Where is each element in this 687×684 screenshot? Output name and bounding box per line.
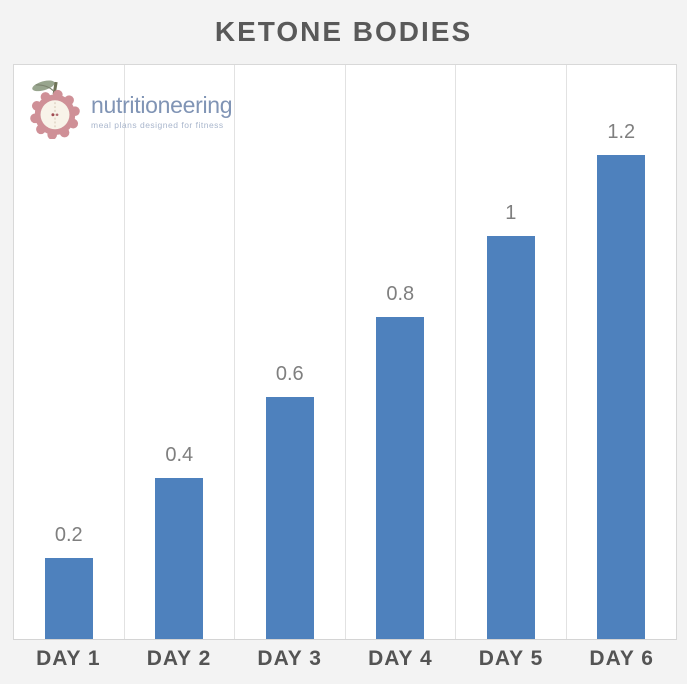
bar-value-label: 0.6 (275, 363, 304, 386)
chart-column: 0.2 (14, 65, 125, 639)
x-axis-label: DAY 3 (257, 647, 322, 670)
logo-tagline: meal plans designed for fitness (91, 120, 224, 130)
bar-day-2 (155, 477, 204, 639)
bar-value-label: 0.8 (386, 282, 415, 305)
chart-column: 1.2 (567, 65, 677, 639)
bar-value-label: 1.2 (607, 121, 636, 144)
bar-columns: 0.2 0.4 0.6 0.8 1 1.2 (14, 65, 676, 639)
plot-area: 0.2 0.4 0.6 0.8 1 1.2 (13, 64, 677, 640)
chart-column: 0.4 (125, 65, 235, 639)
logo-name: nutritioneering (91, 92, 233, 118)
bar-day-1 (44, 558, 93, 639)
bar-value-label: 0.4 (165, 443, 194, 466)
apple-logo-icon (30, 80, 80, 139)
x-axis-label: DAY 6 (589, 647, 654, 670)
bar-day-3 (265, 397, 314, 639)
chart-title: KETONE BODIES (214, 16, 473, 47)
x-axis-label: DAY 4 (368, 647, 433, 670)
bar-day-4 (376, 316, 425, 639)
bar-value-label: 0.2 (54, 524, 83, 547)
x-axis-label: DAY 1 (36, 647, 101, 670)
chart-column: 0.8 (346, 65, 456, 639)
bar-value-label: 1 (505, 202, 517, 224)
nutritioneering-logo: nutritioneering meal plans designed for … (28, 77, 233, 139)
bar-day-6 (597, 155, 646, 639)
bar-day-5 (486, 236, 535, 639)
x-axis-label: DAY 5 (478, 647, 544, 670)
chart-column: 1 (456, 65, 567, 639)
x-axis-label: DAY 2 (146, 647, 212, 670)
logo-text-block: nutritioneering meal plans designed for … (91, 92, 233, 131)
chart-column: 0.6 (235, 65, 346, 639)
x-axis: DAY 1 DAY 2 DAY 3 DAY 4 DAY 5 DAY 6 (13, 641, 677, 677)
